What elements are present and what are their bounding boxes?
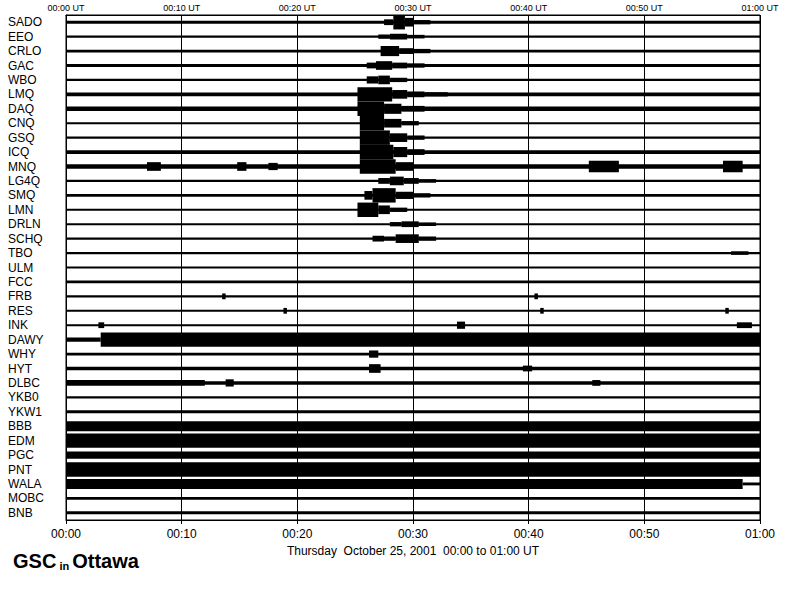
svg-text:00:20 UT: 00:20 UT: [279, 3, 317, 13]
svg-text:SADO: SADO: [8, 15, 42, 29]
svg-text:BNB: BNB: [8, 506, 33, 520]
svg-text:YKB0: YKB0: [8, 390, 39, 404]
svg-text:ULM: ULM: [8, 261, 33, 275]
svg-text:WBO: WBO: [8, 73, 37, 87]
svg-text:00:10: 00:10: [167, 527, 197, 541]
svg-text:RES: RES: [8, 304, 33, 318]
svg-text:in: in: [59, 560, 69, 572]
svg-text:Thursday October 25, 2001 00: Thursday October 25, 2001 00:00 to 01:00…: [287, 544, 540, 558]
svg-text:LMQ: LMQ: [8, 87, 34, 101]
svg-text:01:00: 01:00: [745, 527, 775, 541]
svg-text:GAC: GAC: [8, 59, 34, 73]
svg-text:01:00 UT: 01:00 UT: [741, 3, 779, 13]
svg-text:HYT: HYT: [8, 362, 33, 376]
svg-text:DAWY: DAWY: [8, 333, 44, 347]
svg-text:WALA: WALA: [8, 477, 42, 491]
svg-text:MOBC: MOBC: [8, 491, 44, 505]
svg-text:00:30 UT: 00:30 UT: [394, 3, 432, 13]
svg-text:00:10 UT: 00:10 UT: [163, 3, 201, 13]
svg-text:00:40 UT: 00:40 UT: [510, 3, 548, 13]
svg-text:00:00 UT: 00:00 UT: [47, 3, 85, 13]
svg-text:DAQ: DAQ: [8, 102, 34, 116]
svg-text:INK: INK: [8, 318, 28, 332]
svg-text:MNQ: MNQ: [8, 160, 36, 174]
svg-text:ICQ: ICQ: [8, 145, 29, 159]
svg-text:EEO: EEO: [8, 30, 33, 44]
svg-text:LG4Q: LG4Q: [8, 174, 40, 188]
svg-text:PNT: PNT: [8, 463, 33, 477]
svg-text:DLBC: DLBC: [8, 376, 40, 390]
svg-text:Ottawa: Ottawa: [72, 550, 140, 572]
svg-text:PGC: PGC: [8, 448, 34, 462]
svg-text:DRLN: DRLN: [8, 217, 41, 231]
svg-text:YKW1: YKW1: [8, 405, 42, 419]
svg-text:00:40: 00:40: [514, 527, 544, 541]
svg-text:EDM: EDM: [8, 434, 35, 448]
svg-text:GSQ: GSQ: [8, 131, 35, 145]
svg-text:LMN: LMN: [8, 203, 33, 217]
svg-text:00:50 UT: 00:50 UT: [626, 3, 664, 13]
svg-text:FCC: FCC: [8, 275, 33, 289]
svg-text:00:20: 00:20: [282, 527, 312, 541]
svg-text:TBO: TBO: [8, 246, 33, 260]
svg-text:WHY: WHY: [8, 347, 36, 361]
svg-text:SCHQ: SCHQ: [8, 232, 43, 246]
svg-text:CRLO: CRLO: [8, 44, 41, 58]
svg-text:00:30: 00:30: [398, 527, 428, 541]
svg-text:CNQ: CNQ: [8, 116, 35, 130]
svg-text:GSC: GSC: [13, 550, 56, 572]
svg-text:FRB: FRB: [8, 289, 32, 303]
svg-text:00:00: 00:00: [51, 527, 81, 541]
svg-text:BBB: BBB: [8, 419, 32, 433]
svg-text:00:50: 00:50: [629, 527, 659, 541]
svg-text:SMQ: SMQ: [8, 188, 35, 202]
